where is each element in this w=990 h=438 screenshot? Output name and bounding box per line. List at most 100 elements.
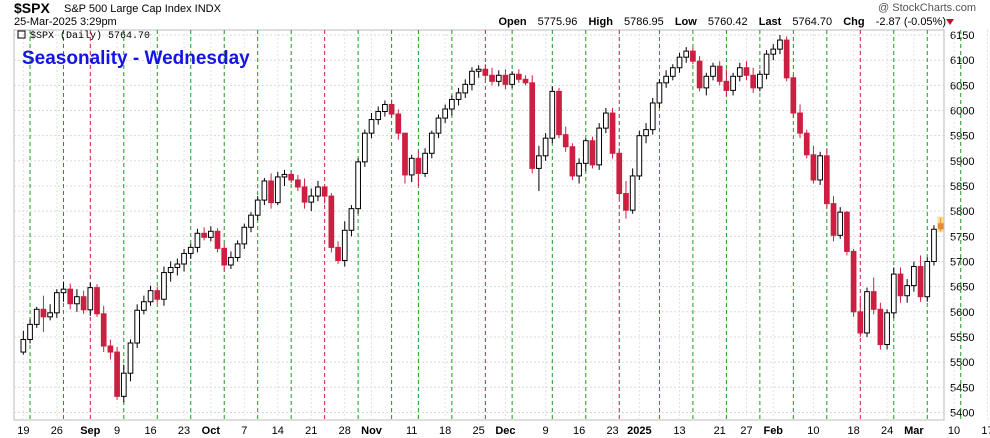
y-tick-label: 6050 bbox=[950, 80, 974, 92]
chg-label: Chg bbox=[843, 16, 865, 28]
candle-body bbox=[549, 90, 556, 139]
low-label: Low bbox=[674, 16, 697, 28]
candle-body bbox=[201, 232, 207, 238]
candle-body bbox=[803, 132, 810, 156]
y-tick-label: 5950 bbox=[950, 131, 974, 143]
candle-body bbox=[529, 82, 536, 169]
candle-body bbox=[669, 67, 676, 77]
x-tick-label: Mar bbox=[904, 425, 924, 437]
candle-body bbox=[141, 301, 147, 311]
candle-body bbox=[757, 73, 763, 89]
candle-body bbox=[261, 180, 268, 201]
candle-body bbox=[576, 162, 582, 177]
candle-body bbox=[931, 228, 937, 262]
candle-body bbox=[663, 75, 669, 84]
candle-body bbox=[763, 53, 770, 75]
chart-title: Seasonality - Wednesday bbox=[22, 48, 250, 69]
x-tick-label: 23 bbox=[178, 425, 190, 437]
candle-body bbox=[629, 175, 636, 211]
candle-body bbox=[616, 152, 623, 195]
x-tick-label: 21 bbox=[305, 425, 317, 437]
candle-body bbox=[683, 50, 690, 58]
x-tick-label: 21 bbox=[714, 425, 726, 437]
candle-body bbox=[649, 102, 656, 131]
x-tick-label: 9 bbox=[543, 425, 549, 437]
candle-body bbox=[214, 230, 221, 249]
candle-body bbox=[388, 103, 395, 115]
candle-body bbox=[408, 157, 415, 176]
candle-body bbox=[335, 246, 341, 261]
candle-body bbox=[589, 140, 596, 166]
candle-body bbox=[234, 243, 241, 258]
candle-body bbox=[40, 308, 47, 318]
candle-body bbox=[917, 266, 924, 298]
candle-body bbox=[716, 65, 723, 82]
x-tick-label: Dec bbox=[495, 425, 515, 437]
candle-body bbox=[562, 134, 569, 148]
candle-body bbox=[736, 67, 743, 77]
y-tick-label: 6100 bbox=[950, 55, 974, 67]
x-tick-label: 16 bbox=[573, 425, 585, 437]
candle-body bbox=[194, 232, 201, 248]
candle-body bbox=[355, 161, 361, 210]
candle-body bbox=[656, 82, 663, 104]
candle-body bbox=[308, 195, 315, 203]
candle-body bbox=[810, 154, 817, 181]
x-tick-label: 18 bbox=[847, 425, 859, 437]
x-tick-label: 14 bbox=[272, 425, 284, 437]
y-tick-label: 6000 bbox=[950, 106, 974, 118]
candle-body bbox=[475, 68, 482, 72]
high-label: High bbox=[588, 16, 613, 28]
ohlc-readout: Open 5775.96 High 5786.95 Low 5760.42 La… bbox=[498, 16, 946, 28]
candle-body bbox=[395, 113, 402, 134]
candle-body bbox=[817, 155, 823, 181]
candle-body bbox=[449, 98, 455, 110]
candle-body bbox=[502, 74, 509, 85]
open-value: 5775.96 bbox=[537, 16, 578, 28]
candle-body bbox=[254, 199, 261, 216]
candle-body bbox=[536, 155, 542, 169]
candle-body bbox=[877, 308, 884, 346]
y-tick-label: 5900 bbox=[950, 156, 974, 168]
y-tick-label: 5650 bbox=[950, 282, 974, 294]
candle-body bbox=[710, 65, 716, 77]
low-value: 5760.42 bbox=[707, 16, 748, 28]
candle-body bbox=[730, 75, 736, 91]
candle-body bbox=[87, 287, 94, 311]
candle-body bbox=[402, 132, 408, 176]
candle-body bbox=[167, 267, 174, 274]
candle-body bbox=[154, 290, 161, 300]
candle-body bbox=[823, 155, 830, 205]
candle-body bbox=[469, 70, 475, 85]
x-tick-label: Feb bbox=[763, 425, 783, 437]
candle-body bbox=[603, 112, 609, 129]
x-tick-label: 10 bbox=[807, 425, 819, 437]
candle-body bbox=[636, 135, 643, 177]
candle-body bbox=[341, 229, 348, 261]
x-tick-label: 16 bbox=[144, 425, 156, 437]
x-tick-label: 25 bbox=[473, 425, 485, 437]
y-tick-label: 5550 bbox=[950, 332, 974, 344]
candle-body bbox=[556, 90, 562, 136]
candle-body bbox=[783, 39, 790, 79]
candle-body bbox=[643, 129, 649, 137]
credit[interactable]: @ StockCharts.com bbox=[878, 2, 976, 14]
x-tick-label: 2025 bbox=[627, 425, 651, 437]
candle-body bbox=[884, 312, 890, 346]
x-tick-label: 11 bbox=[406, 425, 417, 437]
candle-body bbox=[20, 338, 27, 353]
candle-body bbox=[703, 75, 710, 89]
candle-body bbox=[382, 103, 388, 113]
candle-body bbox=[837, 211, 844, 236]
candle-body bbox=[228, 256, 234, 266]
x-tick-label: Sep bbox=[80, 425, 100, 437]
candle-body bbox=[676, 56, 683, 69]
candle-body bbox=[241, 226, 248, 245]
candle-body bbox=[422, 152, 428, 174]
candle-body bbox=[911, 266, 917, 287]
candle-body bbox=[790, 77, 797, 114]
candle-body bbox=[904, 285, 911, 297]
candle-body bbox=[435, 117, 442, 134]
candle-body bbox=[361, 132, 368, 163]
